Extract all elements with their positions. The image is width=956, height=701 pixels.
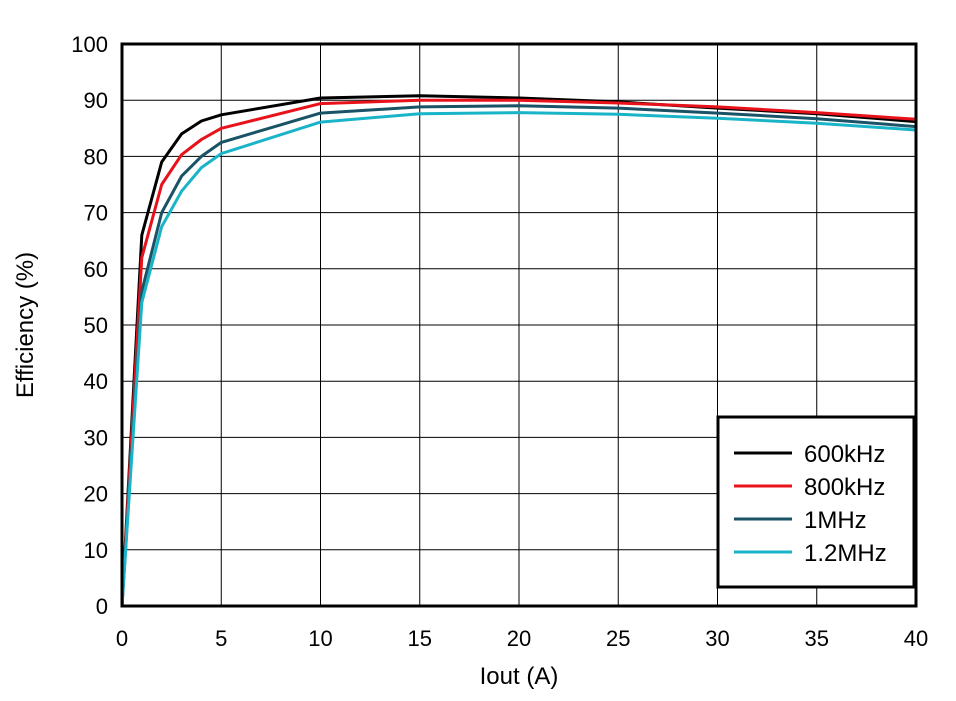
series-line-1MHz [120,104,917,607]
x-tick-label: 30 [705,626,729,651]
series-lines [120,94,917,607]
y-tick-label: 20 [84,482,108,507]
x-axis-title: Iout (A) [480,663,559,690]
x-tick-label: 5 [215,626,227,651]
series-line-1.2MHz [120,111,917,607]
y-tick-label: 30 [84,425,108,450]
x-tick-label: 35 [805,626,829,651]
legend-label: 800kHz [804,474,885,501]
legend-label: 600kHz [804,441,885,468]
plot-frame [120,42,918,608]
y-tick-label: 90 [84,88,108,113]
legend-box [716,415,916,589]
legend-label: 1MHz [804,507,867,534]
y-tick-label: 50 [84,313,108,338]
x-tick-label: 25 [606,626,630,651]
x-tick-label: 15 [408,626,432,651]
legend: 600kHz 800kHz 1MHz 1.2MHz [716,415,916,589]
y-tick-label: 40 [84,369,108,394]
x-tick-label: 0 [116,626,128,651]
y-tick-label: 60 [84,257,108,282]
y-tick-label: 80 [84,144,108,169]
x-tick-labels: 0 5 10 15 20 25 30 35 40 [116,626,928,651]
x-tick-label: 10 [308,626,332,651]
y-tick-label: 100 [71,32,108,57]
y-tick-labels: 0 10 20 30 40 50 60 70 80 90 100 [71,32,108,619]
y-tick-label: 0 [96,594,108,619]
x-tick-label: 20 [507,626,531,651]
legend-label: 1.2MHz [804,540,887,567]
y-axis-title: Efficiency (%) [12,252,39,398]
y-tick-label: 10 [84,538,108,563]
series-line-800kHz [120,98,917,607]
y-tick-label: 70 [84,201,108,226]
x-tick-label: 40 [904,626,928,651]
